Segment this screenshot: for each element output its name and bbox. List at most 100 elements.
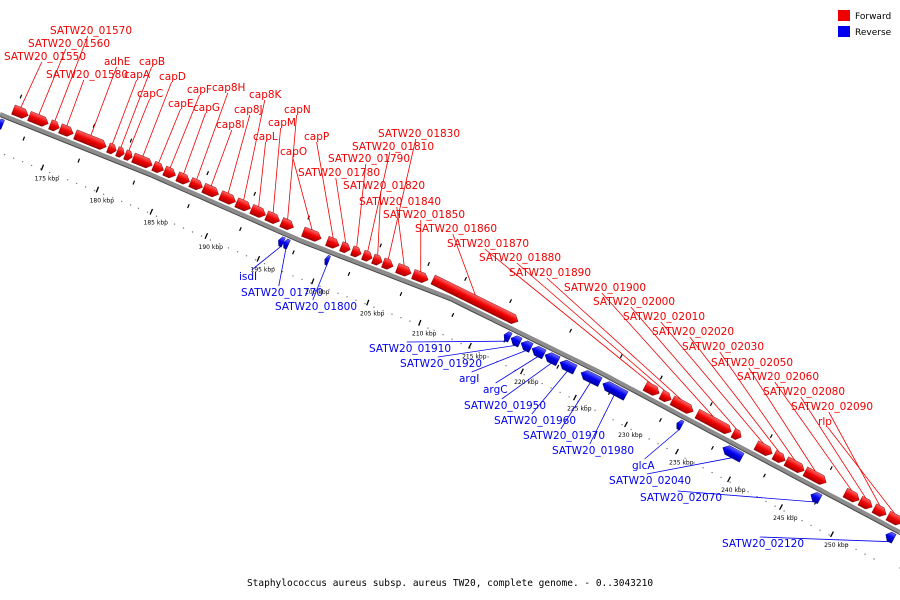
gene-satw20-01540[interactable] [0, 118, 5, 130]
genome-caption: Staphylococcus aureus subsp. aureus TW20… [246, 578, 654, 589]
gene-label-satw20-01850: SATW20_01850 [383, 209, 465, 221]
ruler-tick [624, 421, 628, 428]
gene-label-satw20-02000: SATW20_02000 [593, 296, 675, 308]
gene-argc[interactable] [530, 344, 547, 360]
gene-satw20-01570[interactable] [48, 119, 61, 133]
gene-capg[interactable] [175, 171, 192, 186]
gene-satw20-02060[interactable] [842, 487, 862, 504]
ruler-dot [84, 186, 87, 188]
gene-satw20-01960[interactable] [558, 358, 578, 375]
gene-label-capc: capC [137, 88, 163, 100]
gene-satw20-01810[interactable] [361, 249, 374, 263]
gene-isdi[interactable] [276, 236, 286, 248]
ruler-dot [541, 382, 543, 385]
gene-satw20-01560[interactable] [27, 111, 50, 128]
ruler-dot [263, 263, 266, 265]
ruler-dot [559, 391, 561, 394]
gene-satw20-02000[interactable] [730, 428, 744, 441]
ruler-tick [366, 299, 370, 306]
gene-capm[interactable] [264, 210, 282, 226]
gene-satw20-01830[interactable] [381, 257, 395, 271]
gene-argi[interactable] [519, 339, 534, 353]
gene-capb[interactable] [115, 146, 126, 159]
ruler-label: 225 kbp [567, 405, 592, 412]
gene-satw20-01550[interactable] [11, 104, 30, 120]
ruler-dot [451, 338, 453, 340]
ruler-dot [102, 193, 105, 195]
gene-capc[interactable] [123, 149, 134, 162]
leader-line [589, 394, 615, 445]
upper-tick [253, 191, 257, 196]
gene-satw20-01780[interactable] [339, 241, 352, 255]
leader-line [501, 362, 552, 400]
ruler-dot [254, 259, 257, 261]
upper-tick [464, 276, 468, 281]
gene-capo[interactable] [301, 226, 323, 243]
gene-satw20-02010[interactable] [753, 440, 775, 458]
gene-capd[interactable] [131, 152, 154, 170]
gene-label-satw20-01980: SATW20_01980 [552, 445, 634, 457]
ruler-dot [227, 247, 230, 249]
gene-label-satw20-01900: SATW20_01900 [564, 282, 646, 294]
gene-rlp[interactable] [885, 510, 900, 527]
gene-label-satw20-01950: SATW20_01950 [464, 400, 546, 412]
gene-capf[interactable] [162, 165, 178, 180]
gene-satw20-01970[interactable] [579, 368, 603, 387]
gene-satw20-02080[interactable] [857, 495, 875, 511]
gene-satw20-01870[interactable] [642, 381, 662, 398]
gene-capl[interactable] [249, 204, 268, 219]
gene-cap8j[interactable] [218, 190, 238, 207]
gene-cap8k[interactable] [234, 197, 253, 213]
gene-satw20-01880[interactable] [658, 389, 674, 404]
gene-satw20-01910[interactable] [502, 330, 513, 343]
gene-label-capm: capM [268, 117, 296, 129]
gene-satw20-02040[interactable] [720, 443, 745, 463]
gene-satw20-02120[interactable] [883, 530, 897, 544]
gene-satw20-01770[interactable] [281, 238, 291, 250]
gene-adhe[interactable] [73, 129, 108, 152]
gene-satw20-01580[interactable] [58, 123, 75, 138]
gene-satw20-01840[interactable] [395, 263, 413, 278]
minor-tick [347, 271, 351, 277]
gene-capa[interactable] [106, 142, 118, 155]
gene-glca[interactable] [674, 419, 685, 431]
ruler-tick [468, 342, 472, 349]
ruler-dot [487, 356, 489, 358]
gene-satw20-02090[interactable] [871, 503, 889, 519]
gene-satw20-01850[interactable] [411, 269, 430, 284]
gene-satw20-01900[interactable] [694, 408, 734, 436]
leader-line [387, 138, 417, 260]
gene-cap8h[interactable] [188, 177, 205, 191]
gene-satw20-02050[interactable] [802, 466, 829, 487]
ruler-tick [256, 255, 261, 262]
gene-label-satw20-02040: SATW20_02040 [609, 475, 691, 487]
gene-label-satw20-02070: SATW20_02070 [640, 492, 722, 504]
gene-capn[interactable] [279, 217, 296, 231]
gene-satw20-01860[interactable] [430, 274, 520, 326]
gene-satw20-02070[interactable] [808, 490, 823, 505]
gene-capp[interactable] [325, 235, 341, 250]
gene-satw20-01890[interactable] [669, 395, 696, 416]
ruler-dot [442, 334, 444, 336]
ruler-dot [155, 215, 158, 217]
ruler-dot [873, 558, 875, 560]
gene-satw20-02020[interactable] [771, 450, 788, 465]
ruler-label: 180 kbp [90, 197, 115, 204]
gene-satw20-01800[interactable] [323, 255, 331, 266]
gene-cape[interactable] [151, 160, 166, 175]
gene-satw20-01950[interactable] [543, 350, 561, 367]
leader-line [120, 66, 152, 148]
gene-satw20-01980[interactable] [600, 379, 629, 401]
minor-tick [658, 418, 662, 423]
gene-satw20-01920[interactable] [509, 334, 523, 348]
ruler-dot [828, 534, 830, 536]
ruler-tick [418, 319, 422, 326]
gene-cap8i[interactable] [201, 182, 221, 199]
gene-satw20-02030[interactable] [783, 456, 807, 475]
ruler-dot [621, 423, 623, 426]
leader-line [158, 108, 181, 164]
ruler-dot [765, 500, 767, 503]
leader-line [646, 457, 733, 475]
gene-satw20-01790[interactable] [350, 245, 363, 259]
gene-satw20-01820[interactable] [371, 253, 384, 267]
